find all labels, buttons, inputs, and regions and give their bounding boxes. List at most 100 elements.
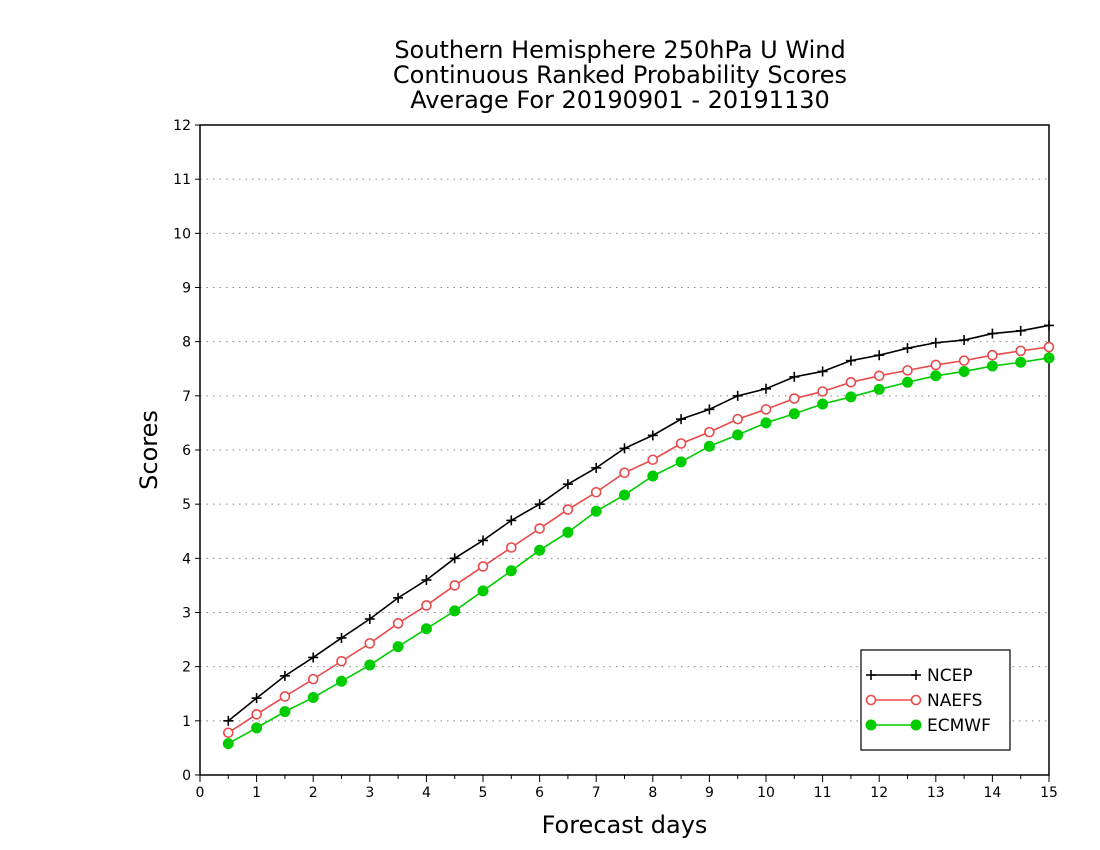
data-point-ncep: [817, 366, 828, 377]
data-point-ecmwf: [703, 440, 715, 452]
data-point-ecmwf: [1043, 352, 1055, 364]
legend-marker: [910, 694, 922, 706]
x-tick-label: 10: [757, 785, 775, 801]
data-point-naefs: [336, 655, 347, 667]
data-point-naefs: [279, 691, 291, 702]
data-point-ncep: [308, 652, 319, 663]
data-point-ncep: [761, 383, 771, 394]
data-point-ecmwf: [845, 391, 857, 403]
chart-title-line: Average For 20190901 - 20191130: [410, 86, 830, 114]
data-point-naefs: [930, 359, 942, 371]
y-tick-label: 9: [182, 281, 191, 297]
data-point-ecmwf: [392, 641, 404, 653]
data-point-ncep: [1044, 320, 1054, 331]
data-point-ncep: [987, 328, 998, 339]
legend-item-ncep: NCEP: [866, 666, 973, 686]
data-point-ncep: [789, 371, 800, 382]
x-tick-label: 14: [983, 785, 1001, 801]
x-tick-label: 11: [814, 785, 832, 801]
data-point-ecmwf: [477, 585, 489, 597]
x-tick-label: 2: [309, 785, 318, 801]
data-point-naefs: [251, 709, 262, 720]
data-point-ncep: [930, 337, 941, 348]
x-tick-label: 8: [648, 785, 657, 801]
data-series: [222, 320, 1055, 750]
data-point-naefs: [732, 413, 744, 425]
data-point-naefs: [704, 426, 715, 438]
y-tick-label: 10: [173, 226, 191, 242]
data-point-ncep: [279, 670, 290, 681]
data-point-ecmwf: [364, 659, 376, 671]
data-point-naefs: [817, 386, 828, 397]
legend-item-naefs: NAEFS: [865, 691, 982, 711]
y-tick-label: 11: [173, 172, 191, 188]
data-point-ncep: [591, 462, 602, 473]
y-tick-label: 2: [182, 660, 191, 676]
x-tick-label: 15: [1040, 785, 1058, 801]
data-point-ncep: [562, 479, 573, 490]
data-point-ecmwf: [449, 605, 461, 617]
data-point-ecmwf: [647, 470, 659, 482]
data-point-ecmwf: [222, 738, 234, 750]
data-point-ecmwf: [420, 623, 432, 635]
y-tick-label: 3: [182, 606, 191, 622]
data-point-ncep: [647, 430, 658, 441]
series-ncep: [223, 320, 1054, 726]
x-axis-label: Forecast days: [542, 811, 708, 839]
data-point-ncep: [534, 499, 545, 510]
x-tick-label: 3: [365, 785, 374, 801]
legend-item-ecmwf: ECMWF: [865, 716, 991, 736]
y-tick-label: 12: [173, 118, 191, 134]
data-point-ncep: [1015, 325, 1026, 336]
data-point-naefs: [364, 638, 376, 649]
y-tick-label: 6: [182, 443, 191, 459]
data-point-ncep: [364, 614, 375, 624]
data-point-ecmwf: [788, 408, 800, 420]
data-point-naefs: [307, 673, 319, 685]
data-point-ecmwf: [760, 417, 772, 429]
x-tick-label: 4: [422, 785, 431, 801]
data-point-ncep: [874, 350, 885, 361]
data-point-naefs: [562, 504, 574, 515]
legend-label: NCEP: [927, 666, 973, 686]
y-tick-label: 5: [182, 497, 191, 513]
data-point-naefs: [590, 486, 602, 498]
data-point-naefs: [902, 365, 913, 376]
data-point-ecmwf: [732, 429, 744, 441]
chart-title: Southern Hemisphere 250hPa U WindContinu…: [393, 36, 847, 114]
x-axis-ticks: 0 1 2 3 4 5 6 7 8 9 10 11 12 13 14 15: [196, 775, 1058, 801]
data-point-ncep: [845, 355, 856, 366]
data-point-ncep: [449, 553, 460, 564]
data-point-ncep: [506, 515, 517, 526]
series-ecmwf: [222, 352, 1055, 750]
data-point-naefs: [1015, 345, 1027, 357]
data-point-naefs: [760, 404, 772, 415]
data-point-ncep: [336, 632, 347, 643]
legend-label: NAEFS: [927, 691, 982, 711]
data-point-naefs: [873, 370, 885, 382]
legend-marker: [865, 719, 877, 731]
data-point-ecmwf: [930, 370, 942, 382]
data-point-ncep: [732, 390, 743, 401]
data-point-ncep: [251, 693, 262, 704]
y-tick-label: 4: [182, 551, 191, 567]
data-point-ncep: [959, 335, 970, 346]
chart-title-line: Continuous Ranked Probability Scores: [393, 61, 847, 89]
data-point-naefs: [987, 349, 998, 361]
data-point-ecmwf: [675, 456, 687, 468]
data-point-naefs: [421, 600, 432, 611]
data-point-naefs: [477, 561, 489, 572]
data-point-naefs: [449, 580, 461, 591]
data-point-ecmwf: [873, 383, 885, 395]
data-point-naefs: [1043, 341, 1055, 353]
legend-marker: [911, 670, 921, 680]
data-point-ecmwf: [505, 565, 517, 577]
data-point-naefs: [845, 376, 857, 388]
chart-title-line: Southern Hemisphere 250hPa U Wind: [394, 36, 845, 64]
data-point-ncep: [223, 715, 234, 726]
data-point-ecmwf: [562, 526, 574, 538]
data-point-ecmwf: [534, 544, 546, 556]
data-point-naefs: [505, 542, 517, 553]
x-tick-label: 9: [705, 785, 714, 801]
